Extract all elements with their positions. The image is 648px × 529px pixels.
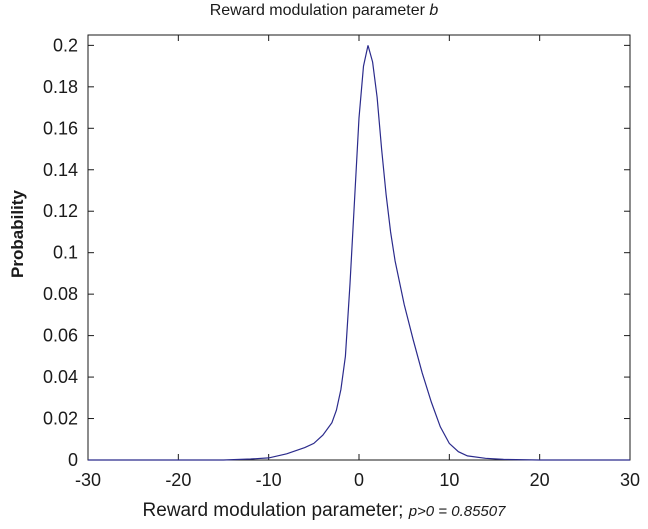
x-tick-label: -30 [75,470,101,490]
x-tick-label: 20 [530,470,550,490]
x-tick-label: 30 [620,470,640,490]
x-tick-label: 0 [354,470,364,490]
y-tick-label: 0.02 [43,409,78,429]
plot-frame [87,34,631,461]
x-tick-label: -10 [256,470,282,490]
series-line [88,45,630,461]
chart-title: Reward modulation parameter b [0,2,648,20]
y-tick-label: 0.2 [53,35,78,55]
chart-title-text: Reward modulation parameter [209,2,430,19]
x-axis-label-text: Reward modulation parameter; [142,500,409,521]
x-tick-label: -20 [165,470,191,490]
y-tick-label: 0.14 [43,160,78,180]
y-tick-label: 0.06 [43,326,78,346]
x-axis-label: Reward modulation parameter; p>0 = 0.855… [0,500,648,522]
chart-title-variable: b [429,2,439,19]
y-tick-label: 0.16 [43,118,78,138]
y-tick-label: 0.12 [43,201,78,221]
x-tick-label: 10 [439,470,459,490]
y-axis-label: Probability [8,190,27,278]
y-tick-label: 0.04 [43,367,78,387]
y-tick-label: 0 [68,450,78,470]
x-axis-label-stat: p>0 = 0.85507 [408,503,506,520]
y-tick-label: 0.08 [43,284,78,304]
y-tick-label: 0.18 [43,77,78,97]
y-tick-label: 0.1 [53,243,78,263]
